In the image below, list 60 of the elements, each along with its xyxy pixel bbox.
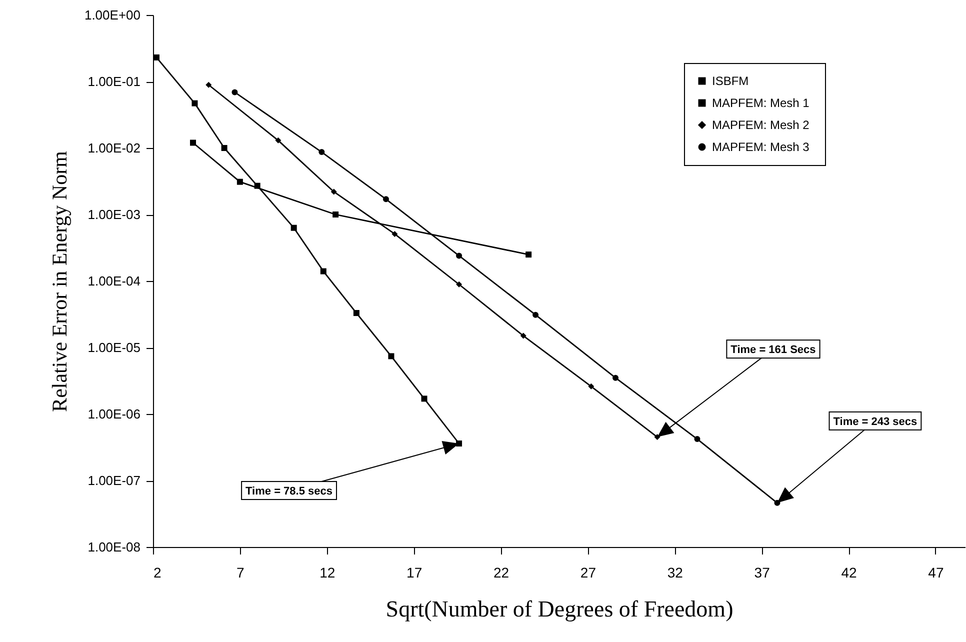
point: [318, 149, 325, 156]
x-tick-label: 7: [236, 564, 245, 580]
point: [332, 212, 339, 218]
point: [206, 82, 212, 88]
point: [588, 383, 594, 390]
y-tick-label: 1.00E-08: [88, 540, 140, 554]
point: [392, 230, 398, 237]
point: [330, 188, 337, 195]
point: [221, 145, 228, 151]
y-tick-label: 1.00E-07: [88, 473, 140, 488]
x-tick-label: 32: [667, 564, 684, 580]
point: [456, 252, 462, 259]
point: [236, 178, 243, 185]
label-box: Time = 243 secs: [828, 411, 922, 430]
y-tick-label: 1.00E-01: [88, 74, 140, 89]
point: [520, 332, 526, 339]
y-tick-label: 1.00E+00: [84, 8, 140, 22]
point: [232, 89, 238, 96]
point: [388, 353, 394, 360]
point: [275, 137, 282, 144]
x-tick-label: 27: [580, 564, 596, 580]
x-tick-label: 2: [154, 564, 162, 580]
point: [353, 310, 360, 316]
x-tick-label: 22: [493, 564, 510, 580]
point: [694, 436, 700, 442]
point: [192, 100, 198, 106]
x-tick-label: 42: [841, 564, 857, 580]
x-axis-title: Sqrt(Number of Degrees of Freedom): [386, 596, 734, 622]
y-axis-title: Relative Error in Energy Norm: [47, 151, 72, 412]
point: [456, 281, 462, 288]
legend-label: MAPFEM: Mesh 3: [712, 140, 810, 154]
point: [382, 196, 389, 202]
point: [190, 140, 196, 146]
x-tick-label: 17: [406, 564, 422, 580]
point: [456, 440, 462, 447]
point: [290, 224, 297, 231]
x-tick-label: 47: [928, 564, 944, 580]
point: [254, 182, 260, 189]
annotation: Time = 78.5 secs: [246, 486, 332, 498]
y-tick-label: 1.00E-04: [88, 274, 140, 288]
point: [320, 268, 326, 274]
legend-label: MAPFEM: Mesh 2: [712, 118, 810, 132]
point: [774, 500, 780, 506]
annotation: Time = 161 Secs: [730, 344, 816, 356]
x-tick-label: 37: [754, 564, 770, 580]
y-tick-label: 1.00E-03: [88, 207, 140, 222]
annotation: Time = 243 secs: [833, 416, 918, 428]
legend-label: MAPFEM: Mesh 1: [712, 96, 810, 110]
label-box: Time = 78.5 secs: [241, 481, 337, 500]
legend-label: ISBFM: [712, 74, 749, 88]
point: [612, 374, 619, 381]
label-box: Time = 161 Secs: [726, 340, 820, 359]
y-tick-label: 1.00E-05: [88, 340, 140, 355]
y-tick-label: 1.00E-06: [88, 406, 140, 422]
point: [654, 434, 660, 440]
x-tick-label: 12: [320, 564, 336, 580]
point: [526, 252, 532, 258]
y-tick-label: 1.00E-02: [88, 140, 140, 156]
point: [532, 312, 539, 318]
point: [421, 396, 428, 402]
